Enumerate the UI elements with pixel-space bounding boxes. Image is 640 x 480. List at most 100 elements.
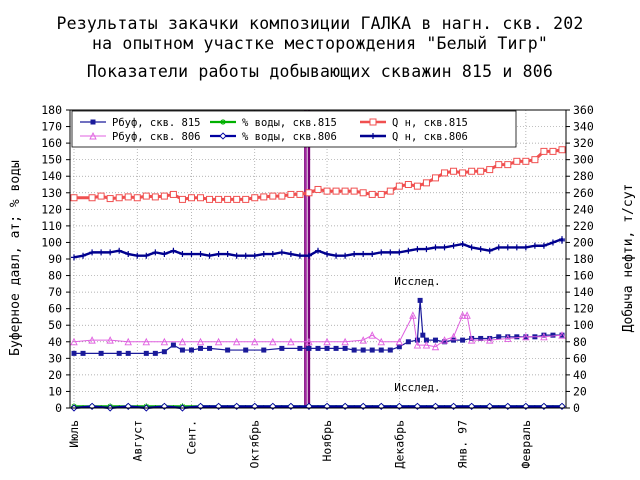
point	[161, 349, 167, 355]
point	[522, 244, 529, 251]
point	[522, 332, 530, 341]
point	[369, 251, 376, 258]
point	[420, 332, 426, 338]
x-tick-label: Сент.	[184, 420, 198, 455]
point	[279, 345, 285, 351]
point	[341, 337, 349, 346]
legend-entry: Pбуф, скв. 806	[80, 131, 201, 143]
point	[409, 311, 417, 319]
point	[116, 350, 122, 356]
point	[215, 251, 222, 258]
point	[504, 244, 511, 251]
legend-entry: % воды, скв.806	[210, 131, 337, 143]
point	[287, 337, 295, 346]
right-tick-label: 260	[573, 186, 594, 200]
point	[251, 252, 258, 259]
point	[323, 187, 331, 195]
point	[88, 336, 96, 344]
point	[106, 195, 114, 203]
left-tick-label: 60	[48, 302, 62, 316]
point	[395, 182, 403, 190]
point	[170, 247, 177, 254]
left-tick-label: 150	[41, 153, 62, 167]
point	[269, 337, 277, 346]
point	[378, 249, 385, 256]
point	[198, 345, 204, 351]
point	[161, 251, 168, 258]
point	[106, 336, 114, 344]
point	[467, 336, 476, 344]
left-axis-ticks: 0 10 20 30 40 50 60 70 80 90 100 110 120 130 140 150 160…	[41, 103, 70, 415]
point	[278, 192, 286, 200]
point	[88, 194, 96, 202]
point	[80, 252, 87, 259]
point	[396, 249, 403, 256]
point	[71, 350, 77, 356]
point	[224, 195, 232, 203]
point	[152, 350, 158, 356]
point	[233, 252, 240, 259]
point	[360, 251, 367, 258]
point	[359, 189, 367, 197]
point	[98, 249, 105, 256]
point	[468, 167, 476, 175]
point	[341, 187, 349, 195]
legend-label: % воды, скв.806	[242, 131, 337, 143]
point	[342, 345, 348, 351]
point	[387, 249, 394, 256]
point	[305, 189, 313, 197]
point	[89, 131, 97, 140]
chart-title-line-1: Результаты закачки композиции ГАЛКА в на…	[56, 14, 584, 33]
point	[559, 237, 565, 244]
point	[486, 166, 494, 174]
point	[350, 187, 358, 195]
point	[477, 246, 484, 253]
point	[80, 350, 86, 356]
point	[449, 332, 458, 341]
point	[142, 192, 150, 200]
point	[188, 251, 195, 258]
right-tick-label: 60	[573, 351, 587, 365]
point	[133, 194, 141, 202]
legend-label: Pбуф, скв. 806	[112, 131, 201, 143]
y-axis-label-right: Добыча нефти, т/сут	[621, 184, 636, 333]
left-tick-label: 100	[41, 235, 62, 249]
event-line	[304, 110, 311, 408]
point	[441, 244, 448, 251]
point	[413, 341, 422, 349]
point	[242, 252, 249, 259]
point	[242, 195, 250, 203]
point	[387, 347, 393, 353]
point	[370, 133, 376, 139]
point	[351, 251, 358, 258]
point	[531, 242, 538, 249]
left-tick-label: 20	[48, 368, 62, 382]
point	[260, 251, 267, 258]
point	[422, 179, 430, 187]
point	[323, 337, 331, 346]
point	[486, 247, 493, 254]
point	[450, 242, 457, 249]
point	[305, 252, 312, 259]
point	[233, 195, 241, 203]
right-tick-label: 180	[573, 252, 594, 266]
point	[124, 193, 132, 201]
point	[70, 337, 78, 346]
right-tick-label: 240	[573, 202, 594, 216]
point	[504, 334, 512, 342]
series-line	[74, 299, 562, 354]
right-tick-label: 140	[573, 285, 594, 299]
point	[160, 192, 168, 200]
point	[332, 187, 340, 195]
left-tick-label: 120	[41, 202, 62, 216]
point	[414, 246, 421, 253]
right-tick-label: 40	[573, 368, 587, 382]
right-tick-label: 200	[573, 235, 594, 249]
point	[558, 146, 566, 154]
point	[187, 194, 195, 202]
point	[342, 252, 349, 259]
point	[219, 132, 227, 140]
point	[251, 194, 259, 202]
point	[468, 244, 475, 251]
